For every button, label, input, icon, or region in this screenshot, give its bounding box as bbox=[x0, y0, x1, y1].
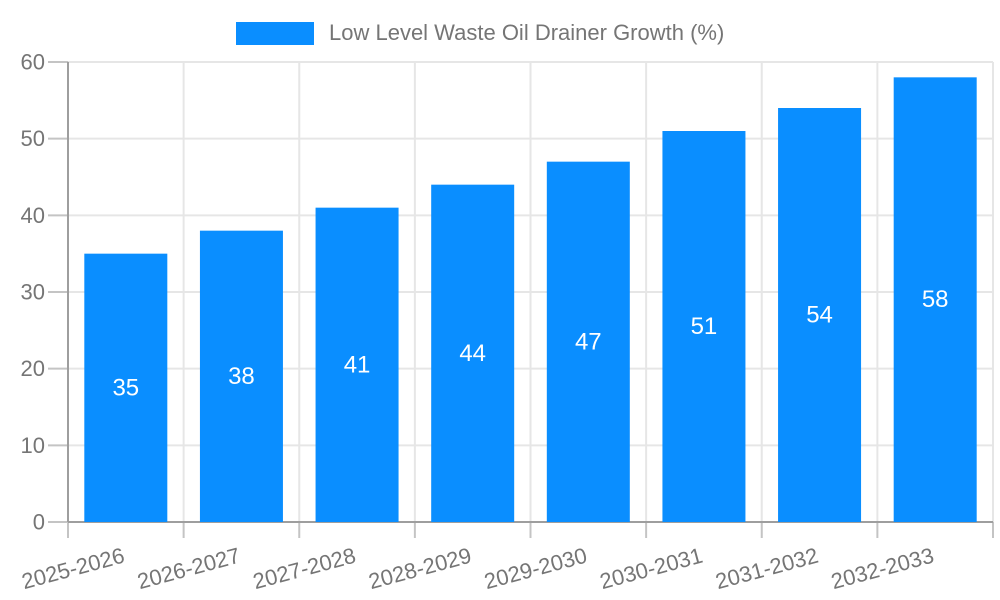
legend-swatch-icon bbox=[236, 21, 314, 45]
legend-label: Low Level Waste Oil Drainer Growth (%) bbox=[329, 20, 725, 45]
y-tick-label: 20 bbox=[21, 356, 45, 381]
bar-value-label: 41 bbox=[344, 351, 371, 378]
bar-2027-2028[interactable] bbox=[315, 207, 399, 522]
y-tick-label: 60 bbox=[21, 50, 45, 75]
y-tick-label: 10 bbox=[21, 433, 45, 458]
bar-2026-2027[interactable] bbox=[199, 230, 283, 522]
x-tick-label: 2030-2031 bbox=[597, 543, 705, 594]
bar-2025-2026[interactable] bbox=[84, 253, 168, 522]
bar-value-label: 58 bbox=[922, 286, 949, 313]
bar-2029-2030[interactable] bbox=[546, 161, 630, 522]
bar-2032-2033[interactable] bbox=[893, 77, 977, 522]
y-tick-label: 50 bbox=[21, 126, 45, 151]
bar-value-label: 51 bbox=[691, 313, 718, 340]
y-tick-label: 40 bbox=[21, 203, 45, 228]
x-tick-label: 2026-2027 bbox=[135, 543, 243, 594]
bar-value-label: 47 bbox=[575, 328, 602, 355]
x-tick-label: 2027-2028 bbox=[250, 543, 358, 594]
bar-2030-2031[interactable] bbox=[662, 131, 746, 522]
x-tick-label: 2029-2030 bbox=[482, 543, 590, 594]
legend[interactable]: Low Level Waste Oil Drainer Growth (%) bbox=[236, 20, 724, 46]
bar-2028-2029[interactable] bbox=[431, 184, 515, 522]
x-tick-label: 2031-2032 bbox=[713, 543, 821, 594]
y-tick-label: 30 bbox=[21, 280, 45, 305]
y-tick-label: 0 bbox=[33, 510, 45, 535]
x-tick-label: 2028-2029 bbox=[366, 543, 474, 594]
bar-value-label: 54 bbox=[806, 302, 833, 329]
x-tick-label: 2032-2033 bbox=[828, 543, 936, 594]
bar-value-label: 38 bbox=[228, 363, 255, 390]
bar-value-label: 44 bbox=[459, 340, 486, 367]
x-tick-label: 2025-2026 bbox=[19, 543, 127, 594]
bar-2031-2032[interactable] bbox=[778, 108, 862, 522]
bar-value-label: 35 bbox=[112, 374, 139, 401]
